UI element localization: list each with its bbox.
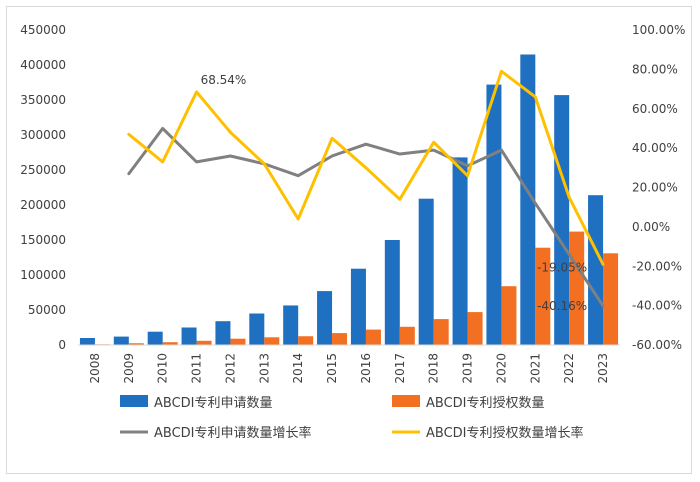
y-right-tick-label: 80.00% (632, 62, 678, 76)
bar-application (249, 313, 265, 345)
x-tick-label: 2021 (528, 353, 542, 384)
bar-application (486, 84, 502, 345)
bar-application (588, 195, 604, 345)
data-label: -40.16% (537, 299, 587, 313)
bar-grant (298, 336, 314, 345)
y-right-tick-label: 40.00% (632, 141, 678, 155)
bar-grant (535, 247, 551, 345)
y-left-tick-label: 350000 (20, 93, 66, 107)
y-left-tick-label: 250000 (20, 163, 66, 177)
bar-grant (501, 286, 517, 345)
bar-grant (230, 338, 246, 345)
legend-label: ABCDI专利申请数量增长率 (154, 425, 312, 441)
bar-grant (365, 329, 381, 345)
bar-application (79, 338, 95, 345)
y-left-tick-label: 400000 (20, 58, 66, 72)
y-left-tick-label: 450000 (20, 23, 66, 37)
legend-swatch (392, 395, 420, 407)
x-tick-label: 2022 (562, 353, 576, 384)
bar-application (418, 198, 434, 345)
y-right-tick-label: -60.00% (632, 338, 682, 352)
x-tick-label: 2014 (291, 353, 305, 384)
y-left-tick-label: 100000 (20, 268, 66, 282)
x-tick-label: 2018 (427, 353, 441, 384)
bar-application (147, 331, 163, 345)
y-right-tick-label: 60.00% (632, 102, 678, 116)
x-tick-label: 2009 (122, 353, 136, 384)
bar-application (283, 305, 299, 345)
x-tick-label: 2023 (596, 353, 610, 384)
bar-application (181, 327, 197, 345)
bar-grant (399, 326, 415, 345)
legend-label: ABCDI专利授权数量增长率 (426, 425, 584, 441)
data-label: 68.54% (201, 73, 247, 87)
bar-application (350, 268, 366, 345)
bar-grant (332, 333, 348, 345)
bar-application (554, 95, 570, 345)
x-tick-label: 2019 (461, 353, 475, 384)
x-tick-label: 2020 (494, 353, 508, 384)
bar-application (113, 336, 129, 345)
bar-grant (467, 312, 483, 345)
bar-application (384, 240, 400, 345)
y-left-tick-label: 50000 (28, 303, 66, 317)
bar-grant (162, 342, 178, 345)
x-tick-label: 2008 (88, 353, 102, 384)
x-tick-label: 2017 (393, 353, 407, 384)
line-grant-growth (127, 69, 605, 266)
bar-application (317, 291, 333, 345)
x-tick-label: 2010 (156, 353, 170, 384)
bar-grant (128, 343, 144, 345)
y-right-tick-label: 0.00% (632, 220, 670, 234)
x-tick-label: 2015 (325, 353, 339, 384)
bar-application (215, 321, 231, 345)
legend-label: ABCDI专利授权数量 (426, 395, 545, 411)
y-left-tick-label: 300000 (20, 128, 66, 142)
bar-grant (603, 253, 619, 345)
line-application-growth (127, 126, 605, 308)
bar-grant (264, 337, 280, 345)
bar-application (520, 54, 536, 345)
x-tick-label: 2013 (257, 353, 271, 384)
bar-grant (433, 319, 449, 345)
y-left-tick-label: 200000 (20, 198, 66, 212)
y-left-tick-label: 0 (58, 338, 66, 352)
legend-label: ABCDI专利申请数量 (154, 396, 273, 411)
y-left-tick-label: 150000 (20, 233, 66, 247)
x-tick-label: 2011 (190, 353, 204, 384)
y-right-tick-label: 100.00% (632, 23, 685, 37)
x-tick-label: 2016 (359, 353, 373, 384)
y-right-tick-label: -40.00% (632, 299, 682, 313)
bar-grant (569, 231, 585, 345)
y-right-tick-label: 20.00% (632, 181, 678, 195)
bar-grant (196, 340, 212, 345)
legend-swatch (120, 395, 148, 407)
y-right-tick-label: -20.00% (632, 259, 682, 273)
bar-application (452, 157, 468, 345)
data-label: -19.05% (537, 260, 587, 274)
x-tick-label: 2012 (223, 353, 237, 384)
